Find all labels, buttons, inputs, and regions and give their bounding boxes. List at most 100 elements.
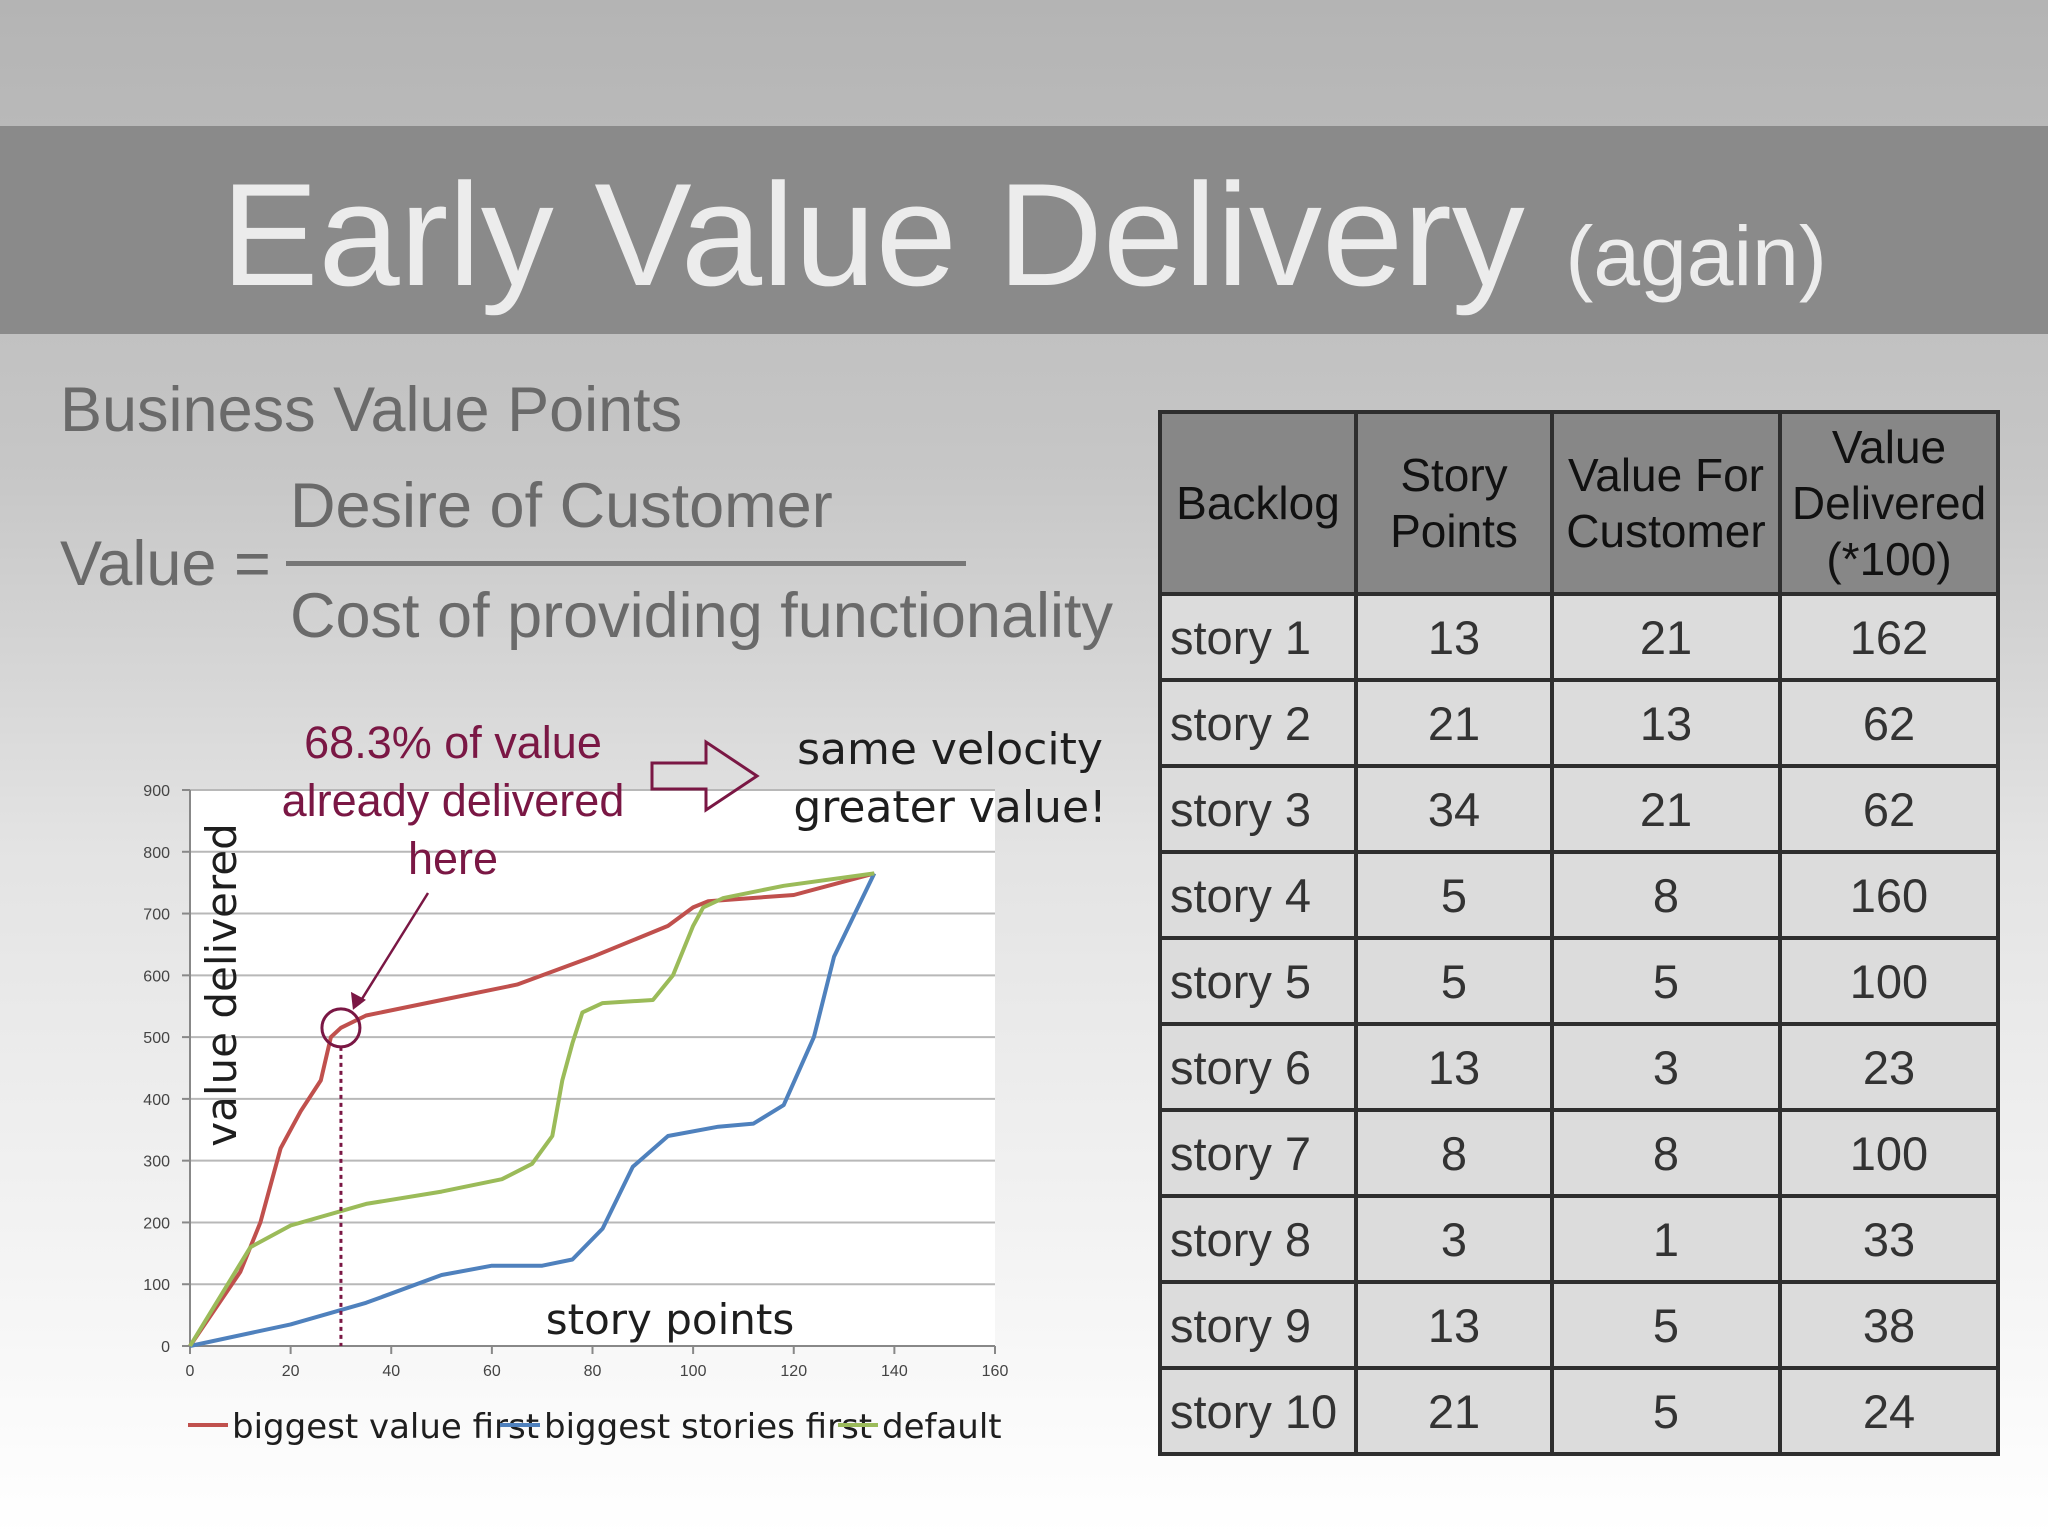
legend-label: default [882, 1407, 1002, 1447]
cell-story-points: 13 [1354, 1280, 1554, 1370]
callout-text-line: 68.3% of value [304, 717, 602, 768]
table-header-row: Backlog Story Points Value For Customer … [1158, 410, 2000, 596]
header-backlog: Backlog [1158, 410, 1358, 596]
table-row: story 5 5 5 100 [1158, 936, 2000, 1026]
x-tick-label: 60 [483, 1363, 501, 1380]
table-row: story 7 8 8 100 [1158, 1108, 2000, 1198]
cell-story-points: 5 [1354, 850, 1554, 940]
cell-value-for-customer: 5 [1550, 1280, 1782, 1370]
cell-value-for-customer: 1 [1550, 1194, 1782, 1284]
velocity-text-line: same velocity [797, 724, 1103, 775]
cell-backlog: story 3 [1158, 764, 1358, 854]
y-tick-label: 400 [143, 1092, 170, 1109]
title-band [0, 126, 2048, 334]
x-tick-label: 20 [282, 1363, 300, 1380]
cell-value-for-customer: 8 [1550, 1108, 1782, 1198]
cell-story-points: 13 [1354, 1022, 1554, 1112]
x-tick-label: 100 [680, 1363, 707, 1380]
title-sub: (again) [1565, 209, 1827, 303]
title-main: Early Value Delivery [221, 153, 1525, 316]
hollow-arrow-icon [650, 739, 760, 813]
table-row: story 9 13 5 38 [1158, 1280, 2000, 1370]
chart-annotations: 68.3% of value already delivered here same … [282, 717, 1107, 1346]
table-row: story 4 5 8 160 [1158, 850, 2000, 940]
y-tick-label: 100 [143, 1277, 170, 1294]
cell-backlog: story 1 [1158, 592, 1358, 682]
series-line [188, 871, 875, 1348]
cell-value-for-customer: 8 [1550, 850, 1782, 940]
business-value-subtitle: Business Value Points [60, 375, 683, 445]
cell-value-delivered: 100 [1778, 936, 2000, 1026]
series-lines [188, 871, 877, 1348]
cell-value-delivered: 160 [1778, 850, 2000, 940]
axes: 0 100 200 300 400 500 600 700 800 900 0 20 40 60 80 100… [143, 783, 1008, 1380]
cell-backlog: story 6 [1158, 1022, 1358, 1112]
cell-backlog: story 8 [1158, 1194, 1358, 1284]
cell-backlog: story 9 [1158, 1280, 1358, 1370]
callout-arrow-head [350, 991, 366, 1010]
callout-text-line: already delivered [282, 775, 625, 826]
cell-backlog: story 10 [1158, 1366, 1358, 1456]
cell-backlog: story 2 [1158, 678, 1358, 768]
table-row: story 1 13 21 162 [1158, 592, 2000, 682]
y-tick-label: 700 [143, 907, 170, 924]
slide-title: Early Value Delivery (again) [0, 150, 2048, 341]
cell-value-delivered: 162 [1778, 592, 2000, 682]
x-tick-label: 160 [982, 1363, 1009, 1380]
cell-value-delivered: 23 [1778, 1022, 2000, 1112]
y-tick-label: 0 [161, 1339, 170, 1356]
cell-value-delivered: 38 [1778, 1280, 2000, 1370]
cell-value-for-customer: 5 [1550, 936, 1782, 1026]
cell-story-points: 21 [1354, 1366, 1554, 1456]
y-tick-label: 200 [143, 1215, 170, 1232]
y-tick-label: 600 [143, 968, 170, 985]
formula-label: Value = [60, 529, 271, 599]
x-axis-label: story points [546, 1295, 795, 1344]
x-tick-label: 40 [382, 1363, 400, 1380]
legend-label: biggest stories first [544, 1407, 872, 1447]
table-row: story 3 34 21 62 [1158, 764, 2000, 854]
cell-value-for-customer: 5 [1550, 1366, 1782, 1456]
cell-story-points: 34 [1354, 764, 1554, 854]
y-tick-label: 800 [143, 845, 170, 862]
x-tick-label: 0 [186, 1363, 195, 1380]
callout-text-line: here [408, 833, 498, 884]
formula-numerator: Desire of Customer [290, 471, 833, 541]
cell-backlog: story 5 [1158, 936, 1358, 1026]
cell-backlog: story 7 [1158, 1108, 1358, 1198]
backlog-table: Backlog Story Points Value For Customer … [1158, 410, 2000, 1456]
value-chart: 0 100 200 300 400 500 600 700 800 900 0 20 40 60 80 100… [143, 717, 1107, 1447]
legend: biggest value first biggest stories first… [188, 1407, 1002, 1447]
table-row: story 2 21 13 62 [1158, 678, 2000, 768]
cell-value-for-customer: 21 [1550, 764, 1782, 854]
y-axis-label: value delivered [197, 823, 246, 1146]
header-value-delivered: Value Delivered (*100) [1778, 410, 2000, 596]
cell-story-points: 21 [1354, 678, 1554, 768]
cell-value-delivered: 62 [1778, 764, 2000, 854]
x-tick-label: 80 [584, 1363, 602, 1380]
cell-story-points: 8 [1354, 1108, 1554, 1198]
fraction-line [286, 561, 966, 566]
y-tick-label: 900 [143, 783, 170, 800]
cell-value-for-customer: 21 [1550, 592, 1782, 682]
cell-value-delivered: 62 [1778, 678, 2000, 768]
cell-backlog: story 4 [1158, 850, 1358, 940]
x-tick-label: 140 [881, 1363, 908, 1380]
y-tick-label: 500 [143, 1030, 170, 1047]
cell-value-delivered: 100 [1778, 1108, 2000, 1198]
cell-value-delivered: 24 [1778, 1366, 2000, 1456]
cell-value-for-customer: 13 [1550, 678, 1782, 768]
cell-value-delivered: 33 [1778, 1194, 2000, 1284]
series-line [189, 872, 877, 1348]
formula-denominator: Cost of providing functionality [290, 581, 1113, 651]
cell-story-points: 3 [1354, 1194, 1554, 1284]
cell-story-points: 13 [1354, 592, 1554, 682]
cell-value-for-customer: 3 [1550, 1022, 1782, 1112]
series-line [188, 871, 875, 1348]
table-row: story 6 13 3 23 [1158, 1022, 2000, 1112]
header-value-for-customer: Value For Customer [1550, 410, 1782, 596]
legend-label: biggest value first [232, 1407, 539, 1447]
table-row: story 10 21 5 24 [1158, 1366, 2000, 1456]
header-story-points: Story Points [1354, 410, 1554, 596]
callout-arrow-line [357, 892, 430, 1005]
